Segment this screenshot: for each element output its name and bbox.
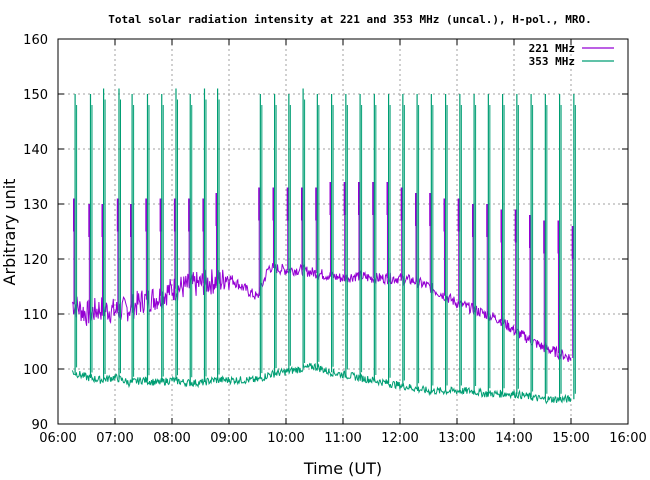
- x-tick-label: 08:00: [153, 431, 190, 446]
- y-tick-label: 140: [23, 143, 48, 158]
- x-tick-label: 10:00: [267, 431, 304, 446]
- y-tick-label: 130: [23, 198, 48, 213]
- series-line-1: [71, 362, 572, 405]
- y-axis-label: Arbitrary unit: [0, 179, 19, 286]
- x-tick-label: 11:00: [324, 431, 361, 446]
- legend-label: 353 MHz: [529, 55, 575, 68]
- plot-frame: [57, 38, 629, 425]
- x-tick-label: 12:00: [381, 431, 418, 446]
- series-1: [71, 88, 576, 405]
- y-tick-label: 160: [23, 33, 48, 48]
- series-layer: [71, 88, 576, 405]
- x-tick-label: 07:00: [96, 431, 133, 446]
- chart-title: Total solar radiation intensity at 221 a…: [108, 13, 591, 26]
- series-0: [71, 182, 575, 363]
- x-tick-label: 09:00: [210, 431, 247, 446]
- x-tick-label: 13:00: [438, 431, 475, 446]
- y-tick-label: 90: [31, 418, 48, 433]
- x-tick-label: 16:00: [609, 431, 646, 446]
- y-tick-label: 120: [23, 253, 48, 268]
- ticks: 06:00 07:00 08:00 09:00 10:00 11:00 12:00 13:00…: [23, 33, 647, 446]
- x-tick-label: 06:00: [39, 431, 76, 446]
- legend-label: 221 MHz: [529, 42, 575, 55]
- y-tick-label: 110: [23, 308, 48, 323]
- y-tick-label: 100: [23, 363, 48, 378]
- x-axis-label: Time (UT): [303, 459, 382, 478]
- x-tick-label: 14:00: [495, 431, 532, 446]
- x-tick-label: 15:00: [552, 431, 589, 446]
- grid: [58, 39, 628, 424]
- y-tick-label: 150: [23, 88, 48, 103]
